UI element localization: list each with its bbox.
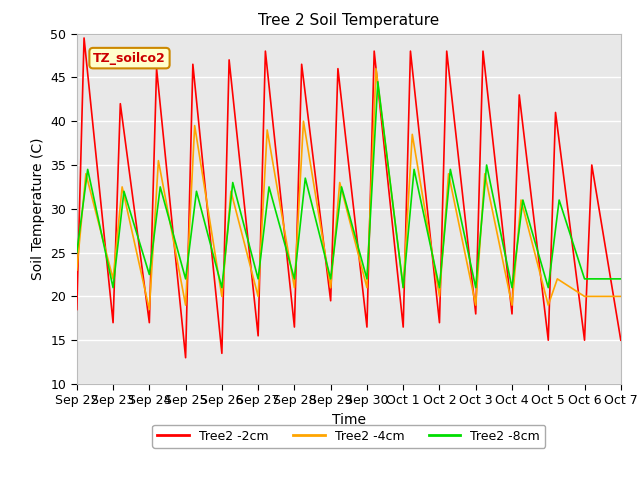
Tree2 -8cm [374,79,381,84]
Tree2 -4cm [145,307,153,312]
Tree2 -2cm [138,262,145,267]
Tree2 -4cm [617,293,625,300]
Tree2 -4cm [73,267,81,273]
Tree2 -4cm [325,276,333,282]
Text: TZ_soilco2: TZ_soilco2 [93,52,166,65]
Tree2 -8cm [304,185,312,191]
Y-axis label: Soil Temperature (C): Soil Temperature (C) [31,138,45,280]
Tree2 -2cm [182,355,189,360]
Line: Tree2 -4cm: Tree2 -4cm [77,69,621,310]
Tree2 -8cm [617,276,625,282]
Tree2 -4cm [316,215,323,221]
Tree2 -2cm [80,35,88,41]
Tree2 -2cm [305,115,312,121]
Tree2 -2cm [617,337,625,343]
Title: Tree 2 Soil Temperature: Tree 2 Soil Temperature [258,13,440,28]
Tree2 -8cm [73,250,81,255]
Tree2 -2cm [326,289,333,295]
Tree2 -8cm [325,270,333,276]
Tree2 -2cm [316,208,323,214]
Tree2 -4cm [115,217,123,223]
Tree2 -4cm [304,145,312,151]
Tree2 -4cm [383,155,391,160]
Tree2 -4cm [138,270,145,276]
Tree2 -8cm [316,231,323,237]
Tree2 -2cm [383,170,391,176]
Tree2 -8cm [109,285,117,290]
Tree2 -2cm [73,307,81,312]
X-axis label: Time: Time [332,413,366,427]
Tree2 -4cm [372,66,380,72]
Tree2 -8cm [115,230,123,236]
Tree2 -8cm [138,246,145,252]
Line: Tree2 -2cm: Tree2 -2cm [77,38,621,358]
Tree2 -8cm [383,154,391,159]
Line: Tree2 -8cm: Tree2 -8cm [77,82,621,288]
Legend: Tree2 -2cm, Tree2 -4cm, Tree2 -8cm: Tree2 -2cm, Tree2 -4cm, Tree2 -8cm [152,425,545,448]
Tree2 -2cm [115,133,123,139]
